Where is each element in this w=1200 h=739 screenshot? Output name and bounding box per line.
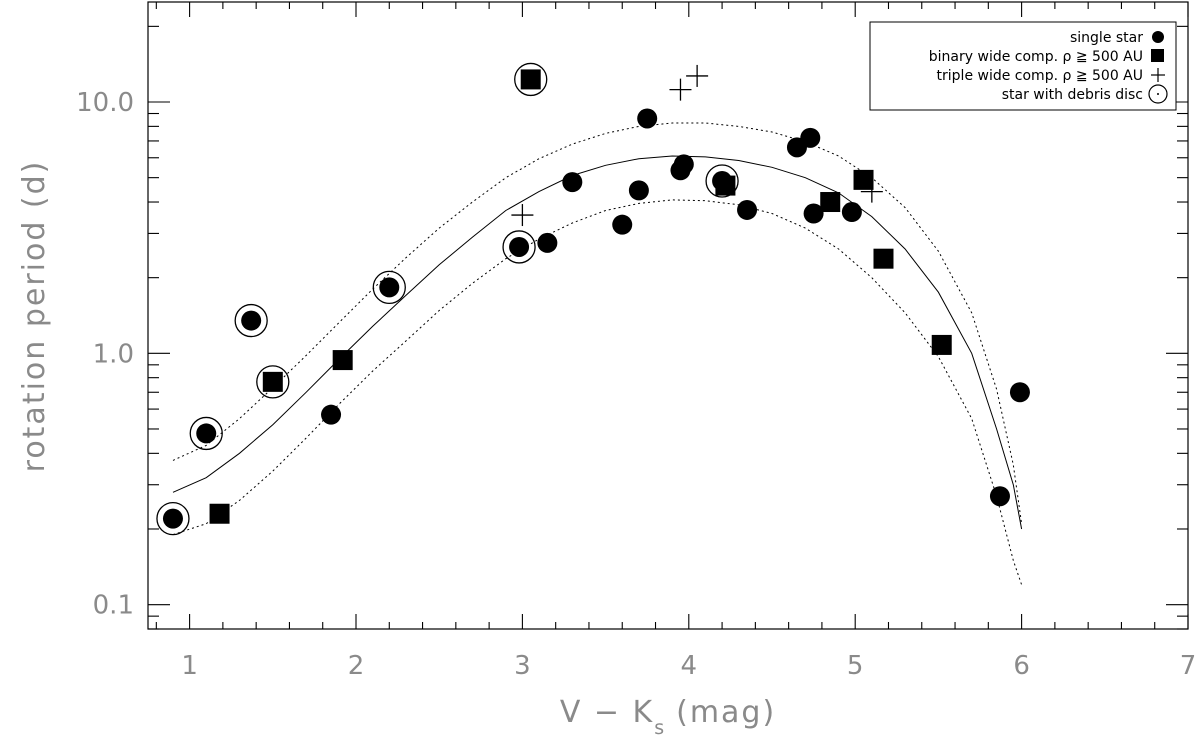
debris-disc-marker (705, 164, 739, 198)
debris-disc-marker (372, 270, 406, 305)
single-star-point (989, 486, 1010, 507)
binary-star-point (262, 371, 283, 392)
single-star-point (803, 203, 824, 224)
x-tick-label: 3 (514, 651, 531, 681)
fit-curves (172, 122, 1023, 585)
binary-star-point (820, 192, 841, 213)
triple-star-point (860, 180, 883, 203)
legend-marker-disc (1148, 84, 1168, 104)
triple-star-point (686, 64, 709, 87)
fit-curve-upper-bound (172, 122, 1023, 524)
debris-disc-marker (514, 62, 548, 97)
binary-star-point (520, 69, 541, 90)
single-star-point (241, 310, 262, 331)
y-axis-title: rotation period (d) (17, 160, 52, 473)
data-points (156, 62, 1030, 536)
single-star-point (800, 127, 821, 148)
legend: single star binary wide comp. ρ ≧ 500 AU… (869, 21, 1177, 111)
single-star-point (321, 404, 342, 425)
fit-curve-center (172, 155, 1023, 530)
triple-star-point (669, 78, 692, 101)
single-star-point (537, 232, 558, 253)
x-axis-title-main: V − K (560, 695, 654, 730)
single-star-point (628, 180, 649, 201)
y-tick-label: 0.1 (93, 591, 134, 621)
binary-star-point (853, 169, 874, 190)
y-tick-label: 1.0 (93, 339, 134, 369)
legend-label-triple: triple wide comp. ρ ≧ 500 AU (937, 68, 1143, 84)
single-star-point (562, 172, 583, 193)
legend-label-binary: binary wide comp. ρ ≧ 500 AU (929, 49, 1143, 65)
debris-disc-marker (156, 501, 190, 536)
single-star-point (673, 154, 694, 175)
single-star-point (196, 423, 217, 444)
axis-tick-labels: 1 2 3 4 5 6 7 0.1 1.0 10.0 (76, 88, 1196, 681)
single-star-point (379, 277, 400, 298)
binary-star-point (873, 248, 894, 269)
legend-label-single: single star (1070, 30, 1143, 46)
single-star-point (737, 199, 758, 220)
single-star-point (1009, 382, 1030, 403)
y-tick-label: 10.0 (76, 88, 134, 118)
binary-star-point (332, 350, 353, 371)
single-star-point (841, 202, 862, 223)
legend-box (869, 21, 1177, 111)
binary-star-point (209, 503, 230, 524)
legend-marker-single (1152, 31, 1164, 43)
binary-star-point (931, 334, 952, 355)
x-axis-title-unit: (mag) (676, 695, 776, 730)
single-star-point (612, 214, 633, 235)
fit-curve-lower-bound (172, 199, 1023, 585)
single-star-point (637, 108, 658, 129)
legend-marker-triple (1151, 68, 1165, 82)
x-tick-label: 5 (847, 651, 864, 681)
legend-marker-binary (1151, 49, 1164, 62)
debris-disc-marker (234, 303, 268, 338)
plot-frame (147, 1, 1189, 630)
x-tick-label: 4 (681, 651, 698, 681)
single-star-point (162, 508, 183, 529)
legend-label-disc: star with debris disc (1002, 87, 1143, 103)
binary-star-point (715, 175, 736, 196)
x-tick-label: 1 (181, 651, 198, 681)
axis-ticks (148, 2, 1189, 630)
single-star-point (509, 236, 530, 257)
debris-disc-marker (502, 230, 536, 264)
x-axis-title: V − Ks (mag) (560, 695, 776, 739)
debris-disc-marker (189, 416, 223, 451)
triple-star-point (511, 204, 534, 227)
x-tick-label: 2 (348, 651, 365, 681)
x-tick-label: 6 (1013, 651, 1030, 681)
x-axis-title-subscript: s (654, 717, 666, 739)
debris-disc-marker (256, 365, 290, 399)
x-tick-label: 7 (1180, 651, 1197, 681)
